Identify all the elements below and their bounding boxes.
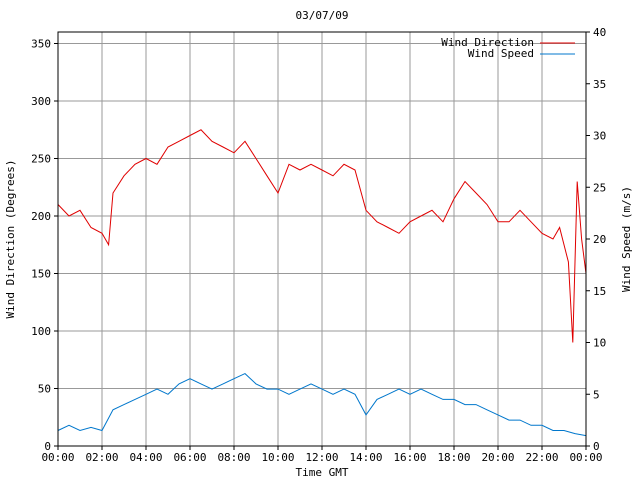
x-tick-label: 08:00 <box>217 451 250 464</box>
x-tick-label: 22:00 <box>525 451 558 464</box>
y-right-tick-label: 10 <box>593 337 606 350</box>
x-tick-label: 00:00 <box>41 451 74 464</box>
x-tick-label: 14:00 <box>349 451 382 464</box>
gridlines <box>58 32 586 446</box>
y-left-tick-label: 350 <box>31 38 51 51</box>
y-left-tick-label: 250 <box>31 153 51 166</box>
y-left-tick-label: 200 <box>31 210 51 223</box>
y-left-tick-label: 150 <box>31 268 51 281</box>
x-tick-label: 00:00 <box>569 451 602 464</box>
x-tick-label: 12:00 <box>305 451 338 464</box>
y-right-tick-label: 20 <box>593 233 606 246</box>
x-axis-label: Time GMT <box>296 466 349 479</box>
series-line-wind-speed <box>57 373 587 437</box>
y-right-tick-label: 5 <box>593 388 600 401</box>
y-left-tick-label: 50 <box>38 383 51 396</box>
legend-label-wind-speed: Wind Speed <box>468 47 534 60</box>
x-tick-label: 18:00 <box>437 451 470 464</box>
y-right-tick-label: 0 <box>593 440 600 453</box>
x-tick-label: 06:00 <box>173 451 206 464</box>
y-axis-left-label: Wind Direction (Degrees) <box>4 160 17 319</box>
y-left-tick-label: 0 <box>44 440 51 453</box>
y-axis-right-label: Wind Speed (m/s) <box>620 186 633 292</box>
tick-labels: 00:00 02:00 04:00 06:00 08:00 10:00 12:00 14:00… <box>31 26 606 464</box>
y-left-tick-label: 100 <box>31 325 51 338</box>
y-right-tick-label: 35 <box>593 78 606 91</box>
legend: Wind Direction Wind Speed <box>441 36 575 60</box>
series-line-wind-direction <box>57 129 587 343</box>
chart-title: 03/07/09 <box>296 9 349 22</box>
series-layer <box>57 129 587 437</box>
y-right-tick-label: 15 <box>593 285 606 298</box>
x-tick-label: 16:00 <box>393 451 426 464</box>
x-tick-label: 20:00 <box>481 451 514 464</box>
y-left-tick-label: 300 <box>31 95 51 108</box>
y-right-tick-label: 30 <box>593 130 606 143</box>
x-tick-label: 04:00 <box>129 451 162 464</box>
x-tick-label: 02:00 <box>85 451 118 464</box>
y-right-tick-label: 40 <box>593 26 606 39</box>
legend-label-wind-direction: Wind Direction <box>441 36 534 49</box>
x-tick-label: 10:00 <box>261 451 294 464</box>
y-right-tick-label: 25 <box>593 181 606 194</box>
